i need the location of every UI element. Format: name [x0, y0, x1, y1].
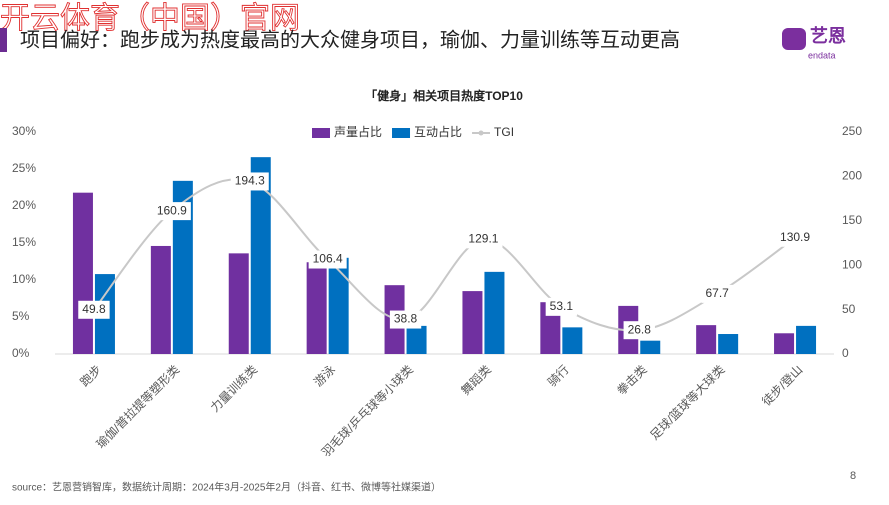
legend-label: TGI [494, 125, 514, 139]
chart-title: 「健身」相关项目热度TOP10 [365, 88, 523, 103]
value-label: 26.8 [628, 322, 652, 336]
bar [696, 325, 717, 354]
y2-tick-label: 200 [842, 169, 862, 183]
y2-tick-label: 100 [842, 257, 862, 271]
value-label: 194.3 [235, 174, 265, 188]
y-tick-label: 20% [12, 198, 36, 212]
value-label-box [230, 172, 269, 191]
bar [328, 257, 349, 354]
bar [796, 325, 817, 354]
bar [462, 291, 483, 354]
x-tick-label: 瑜伽/普拉提等塑形类 [93, 362, 182, 451]
header-bar [0, 28, 7, 52]
value-label: 38.8 [394, 312, 418, 326]
value-label: 49.8 [82, 302, 106, 316]
value-label-box [152, 202, 191, 221]
bar [150, 245, 171, 354]
page-number: 8 [850, 470, 856, 482]
y-tick-label: 5% [12, 309, 30, 323]
legend-marker [478, 130, 484, 136]
y2-tick-label: 50 [842, 302, 856, 316]
value-label-box [78, 300, 110, 319]
tgi-line [93, 178, 796, 332]
value-label-box [701, 284, 733, 303]
value-label: 130.9 [780, 230, 810, 244]
bar [250, 157, 271, 354]
source: source：艺恩营销智库，数据统计周期：2024年3月-2025年2月（抖音、… [12, 481, 441, 494]
logo-name: 艺恩 [810, 25, 846, 46]
x-tick-label: 游泳 [311, 362, 338, 389]
legend-label: 声量占比 [334, 124, 382, 139]
y-tick-label: 15% [12, 235, 36, 249]
x-tick-label: 拳击类 [614, 362, 650, 398]
bar [774, 333, 795, 354]
y-tick-label: 25% [12, 161, 36, 175]
bar [640, 340, 661, 354]
bar [228, 253, 249, 354]
legend-swatch [392, 128, 411, 138]
bar [306, 262, 327, 354]
x-tick-label: 舞蹈类 [458, 362, 493, 397]
bar [718, 334, 739, 354]
bar [72, 192, 93, 354]
logo-icon [782, 28, 806, 50]
value-label: 67.7 [705, 286, 729, 300]
value-label-box [308, 250, 347, 269]
value-label-box [389, 310, 422, 329]
value-label: 160.9 [157, 203, 187, 217]
y2-tick-label: 250 [842, 124, 862, 138]
value-label-box [464, 230, 503, 249]
bar [484, 271, 505, 354]
header-title: 项目偏好：跑步成为热度最高的大众健身项目，瑜伽、力量训练等互动更高 [20, 28, 680, 51]
value-label-box [545, 297, 578, 316]
bar [406, 325, 427, 354]
x-tick-label: 足球/篮球等大球类 [647, 362, 728, 443]
y-tick-label: 0% [12, 346, 30, 360]
value-label: 106.4 [313, 252, 343, 266]
x-tick-label: 骑行 [545, 362, 572, 389]
y2-tick-label: 0 [842, 346, 849, 360]
value-label: 129.1 [468, 232, 498, 246]
value-label-box [776, 228, 815, 247]
bar [562, 327, 583, 354]
y2-tick-label: 150 [842, 213, 862, 227]
y-tick-label: 10% [12, 272, 36, 286]
legend-label: 互动占比 [414, 124, 462, 139]
x-tick-label: 跑步 [77, 362, 104, 389]
y-tick-label: 30% [12, 124, 36, 138]
bar [172, 180, 193, 354]
legend-swatch [312, 128, 330, 138]
logo-sub: endata [808, 50, 836, 60]
watermark: 开云体育（中国）官网 [0, 2, 300, 35]
value-label-box [623, 321, 655, 340]
value-label: 53.1 [550, 299, 574, 313]
x-tick-label: 徒步/登山 [759, 362, 806, 409]
x-tick-label: 力量训练类 [207, 362, 260, 415]
x-tick-label: 羽毛球/乒乓球等小球类 [319, 362, 416, 459]
